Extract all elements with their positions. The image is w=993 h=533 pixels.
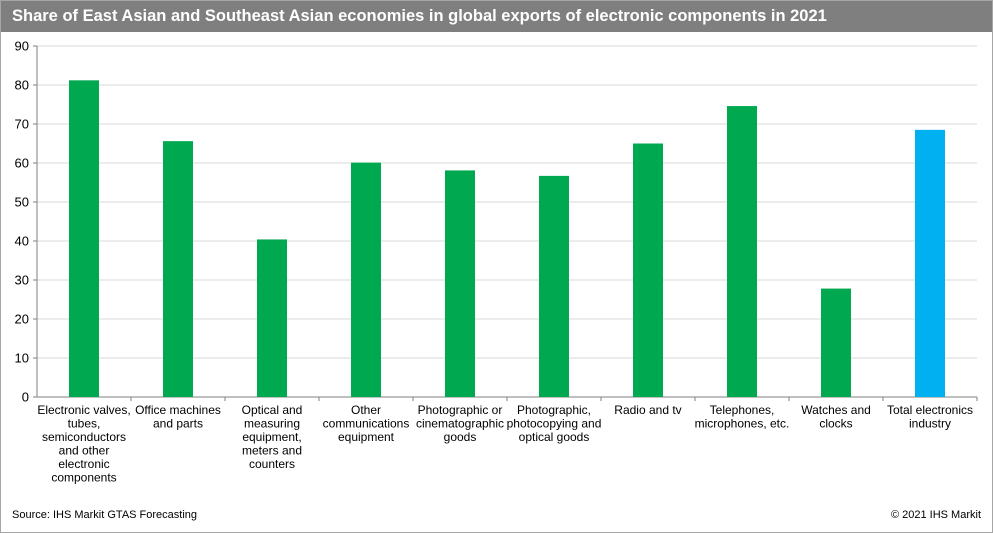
bar bbox=[633, 143, 663, 397]
y-tick-label: 0 bbox=[22, 390, 29, 405]
x-tick-label: Electronic valves, tubes, semiconductors an… bbox=[37, 403, 130, 485]
x-tick-label: Telephones, microphones, etc. bbox=[695, 403, 790, 431]
x-tick-label: Radio and tv bbox=[614, 403, 681, 417]
y-tick-label: 30 bbox=[15, 273, 29, 288]
x-tick-label: Office machines and parts bbox=[135, 403, 221, 431]
x-tick-label: Watches and clocks bbox=[801, 403, 871, 431]
bar bbox=[727, 106, 757, 397]
y-tick-label: 90 bbox=[15, 39, 29, 54]
bar-chart: 0 10 20 30 40 50 60 70 80 90 Electronic valves, tub… bbox=[15, 39, 978, 485]
x-tick-label: Total electronics industry bbox=[887, 403, 973, 431]
y-tick-label: 40 bbox=[15, 234, 29, 249]
x-tick-label: Photographic or cinematographic goods bbox=[416, 403, 504, 444]
x-tick-label: Optical and measuring equipment, meters and… bbox=[242, 403, 303, 471]
bar bbox=[257, 239, 287, 397]
y-tick-label: 60 bbox=[15, 156, 29, 171]
chart-title: Share of East Asian and Southeast Asian … bbox=[1, 1, 992, 32]
y-tick-label: 80 bbox=[15, 78, 29, 93]
bar bbox=[351, 162, 381, 397]
bar bbox=[539, 175, 569, 397]
bar bbox=[445, 170, 475, 397]
x-tick-label: Photographic, photocopying and optical goo… bbox=[507, 403, 602, 444]
y-tick-label: 10 bbox=[15, 351, 29, 366]
bar bbox=[915, 129, 945, 397]
bar bbox=[69, 80, 99, 397]
x-tick-label: Other communications equipment bbox=[323, 403, 410, 444]
bar bbox=[821, 288, 851, 397]
bar bbox=[163, 141, 193, 397]
copyright-note: © 2021 IHS Markit bbox=[890, 509, 981, 521]
y-tick-label: 50 bbox=[15, 195, 29, 210]
y-tick-label: 70 bbox=[15, 117, 29, 132]
source-note: Source: IHS Markit GTAS Forecasting bbox=[12, 509, 198, 521]
y-tick-label: 20 bbox=[15, 312, 29, 327]
